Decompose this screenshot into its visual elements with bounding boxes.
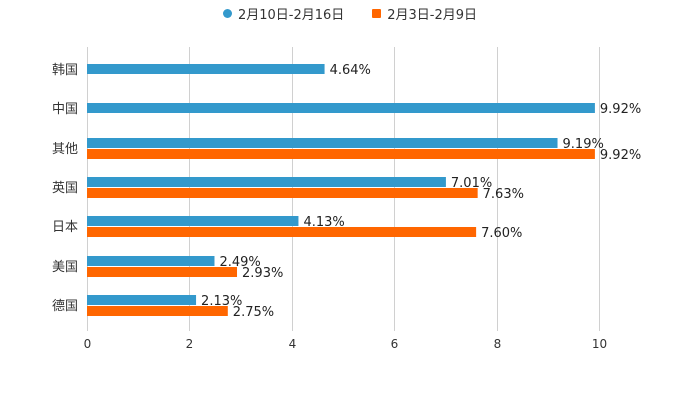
data-label: 2.93%: [242, 266, 283, 281]
category-label: 英国: [52, 181, 78, 196]
bar-s1-3: [87, 138, 558, 148]
bar-s1-4: [87, 177, 446, 187]
bar-s2-7: [87, 306, 228, 316]
legend-label-series-1: 2月10日-2月16日: [237, 8, 345, 23]
x-tick-label: 4: [289, 337, 297, 351]
bar-s2-3: [87, 149, 595, 159]
x-tick-label: 0: [84, 337, 92, 351]
bar-s1-1: [87, 64, 325, 74]
data-label: 9.92%: [600, 148, 641, 163]
bar-s2-5: [87, 227, 477, 237]
bar-s1-7: [87, 295, 197, 305]
bar-s1-6: [87, 256, 215, 266]
legend-dot-icon: [222, 9, 232, 18]
legend-item-series-1[interactable]: 2月10日-2月16日: [222, 4, 345, 23]
data-label: 7.63%: [483, 187, 524, 202]
x-tick-label: 10: [592, 337, 607, 351]
bar-s2-6: [87, 267, 238, 277]
legend-item-series-2[interactable]: 2月3日-2月9日: [372, 4, 477, 23]
data-label: 9.19%: [563, 137, 604, 152]
data-label: 2.49%: [219, 255, 260, 270]
category-label: 德国: [52, 299, 78, 314]
data-label: 2.75%: [233, 305, 274, 320]
x-tick-label: 6: [391, 337, 399, 351]
data-label: 4.13%: [303, 215, 344, 230]
category-label: 美国: [52, 260, 78, 275]
category-label: 韩国: [52, 63, 78, 78]
bar-s1-5: [87, 216, 299, 226]
category-label: 中国: [52, 102, 78, 117]
legend: 2月10日-2月16日 2月3日-2月9日: [0, 4, 700, 23]
bar-s1-2: [87, 103, 595, 113]
data-label: 7.01%: [451, 176, 492, 191]
legend-label-series-2: 2月3日-2月9日: [387, 8, 478, 23]
data-label: 2.13%: [201, 294, 242, 309]
x-tick-label: 8: [494, 337, 502, 351]
category-label: 日本: [52, 220, 78, 235]
legend-square-icon: [372, 9, 382, 18]
data-label: 4.64%: [330, 63, 371, 78]
data-label: 7.60%: [481, 226, 522, 241]
category-label: 其他: [52, 142, 78, 157]
data-label: 9.92%: [600, 102, 641, 117]
bar-s2-4: [87, 188, 478, 198]
x-tick-label: 2: [186, 337, 194, 351]
